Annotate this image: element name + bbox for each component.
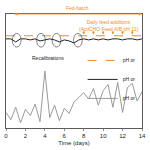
svg-text:2: 2 — [24, 133, 28, 139]
svg-text:pH or: pH or — [123, 95, 136, 101]
svg-text:pH or: pH or — [123, 76, 136, 82]
svg-text:Recalibrations: Recalibrations — [32, 55, 64, 61]
svg-text:Daily feed additions(ActiCHO F: Daily feed additions(ActiCHO Feed A/B pH… — [79, 19, 138, 32]
svg-text:pH or: pH or — [123, 57, 136, 63]
svg-text:8: 8 — [82, 133, 86, 139]
svg-text:12: 12 — [119, 133, 126, 139]
svg-text:4: 4 — [43, 133, 47, 139]
svg-text:Time (days): Time (days) — [58, 140, 89, 146]
svg-text:14: 14 — [139, 133, 146, 139]
svg-text:6: 6 — [63, 133, 67, 139]
svg-text:0: 0 — [4, 133, 8, 139]
svg-text:10: 10 — [100, 133, 107, 139]
svg-text:Fed-batch: Fed-batch — [66, 5, 89, 11]
